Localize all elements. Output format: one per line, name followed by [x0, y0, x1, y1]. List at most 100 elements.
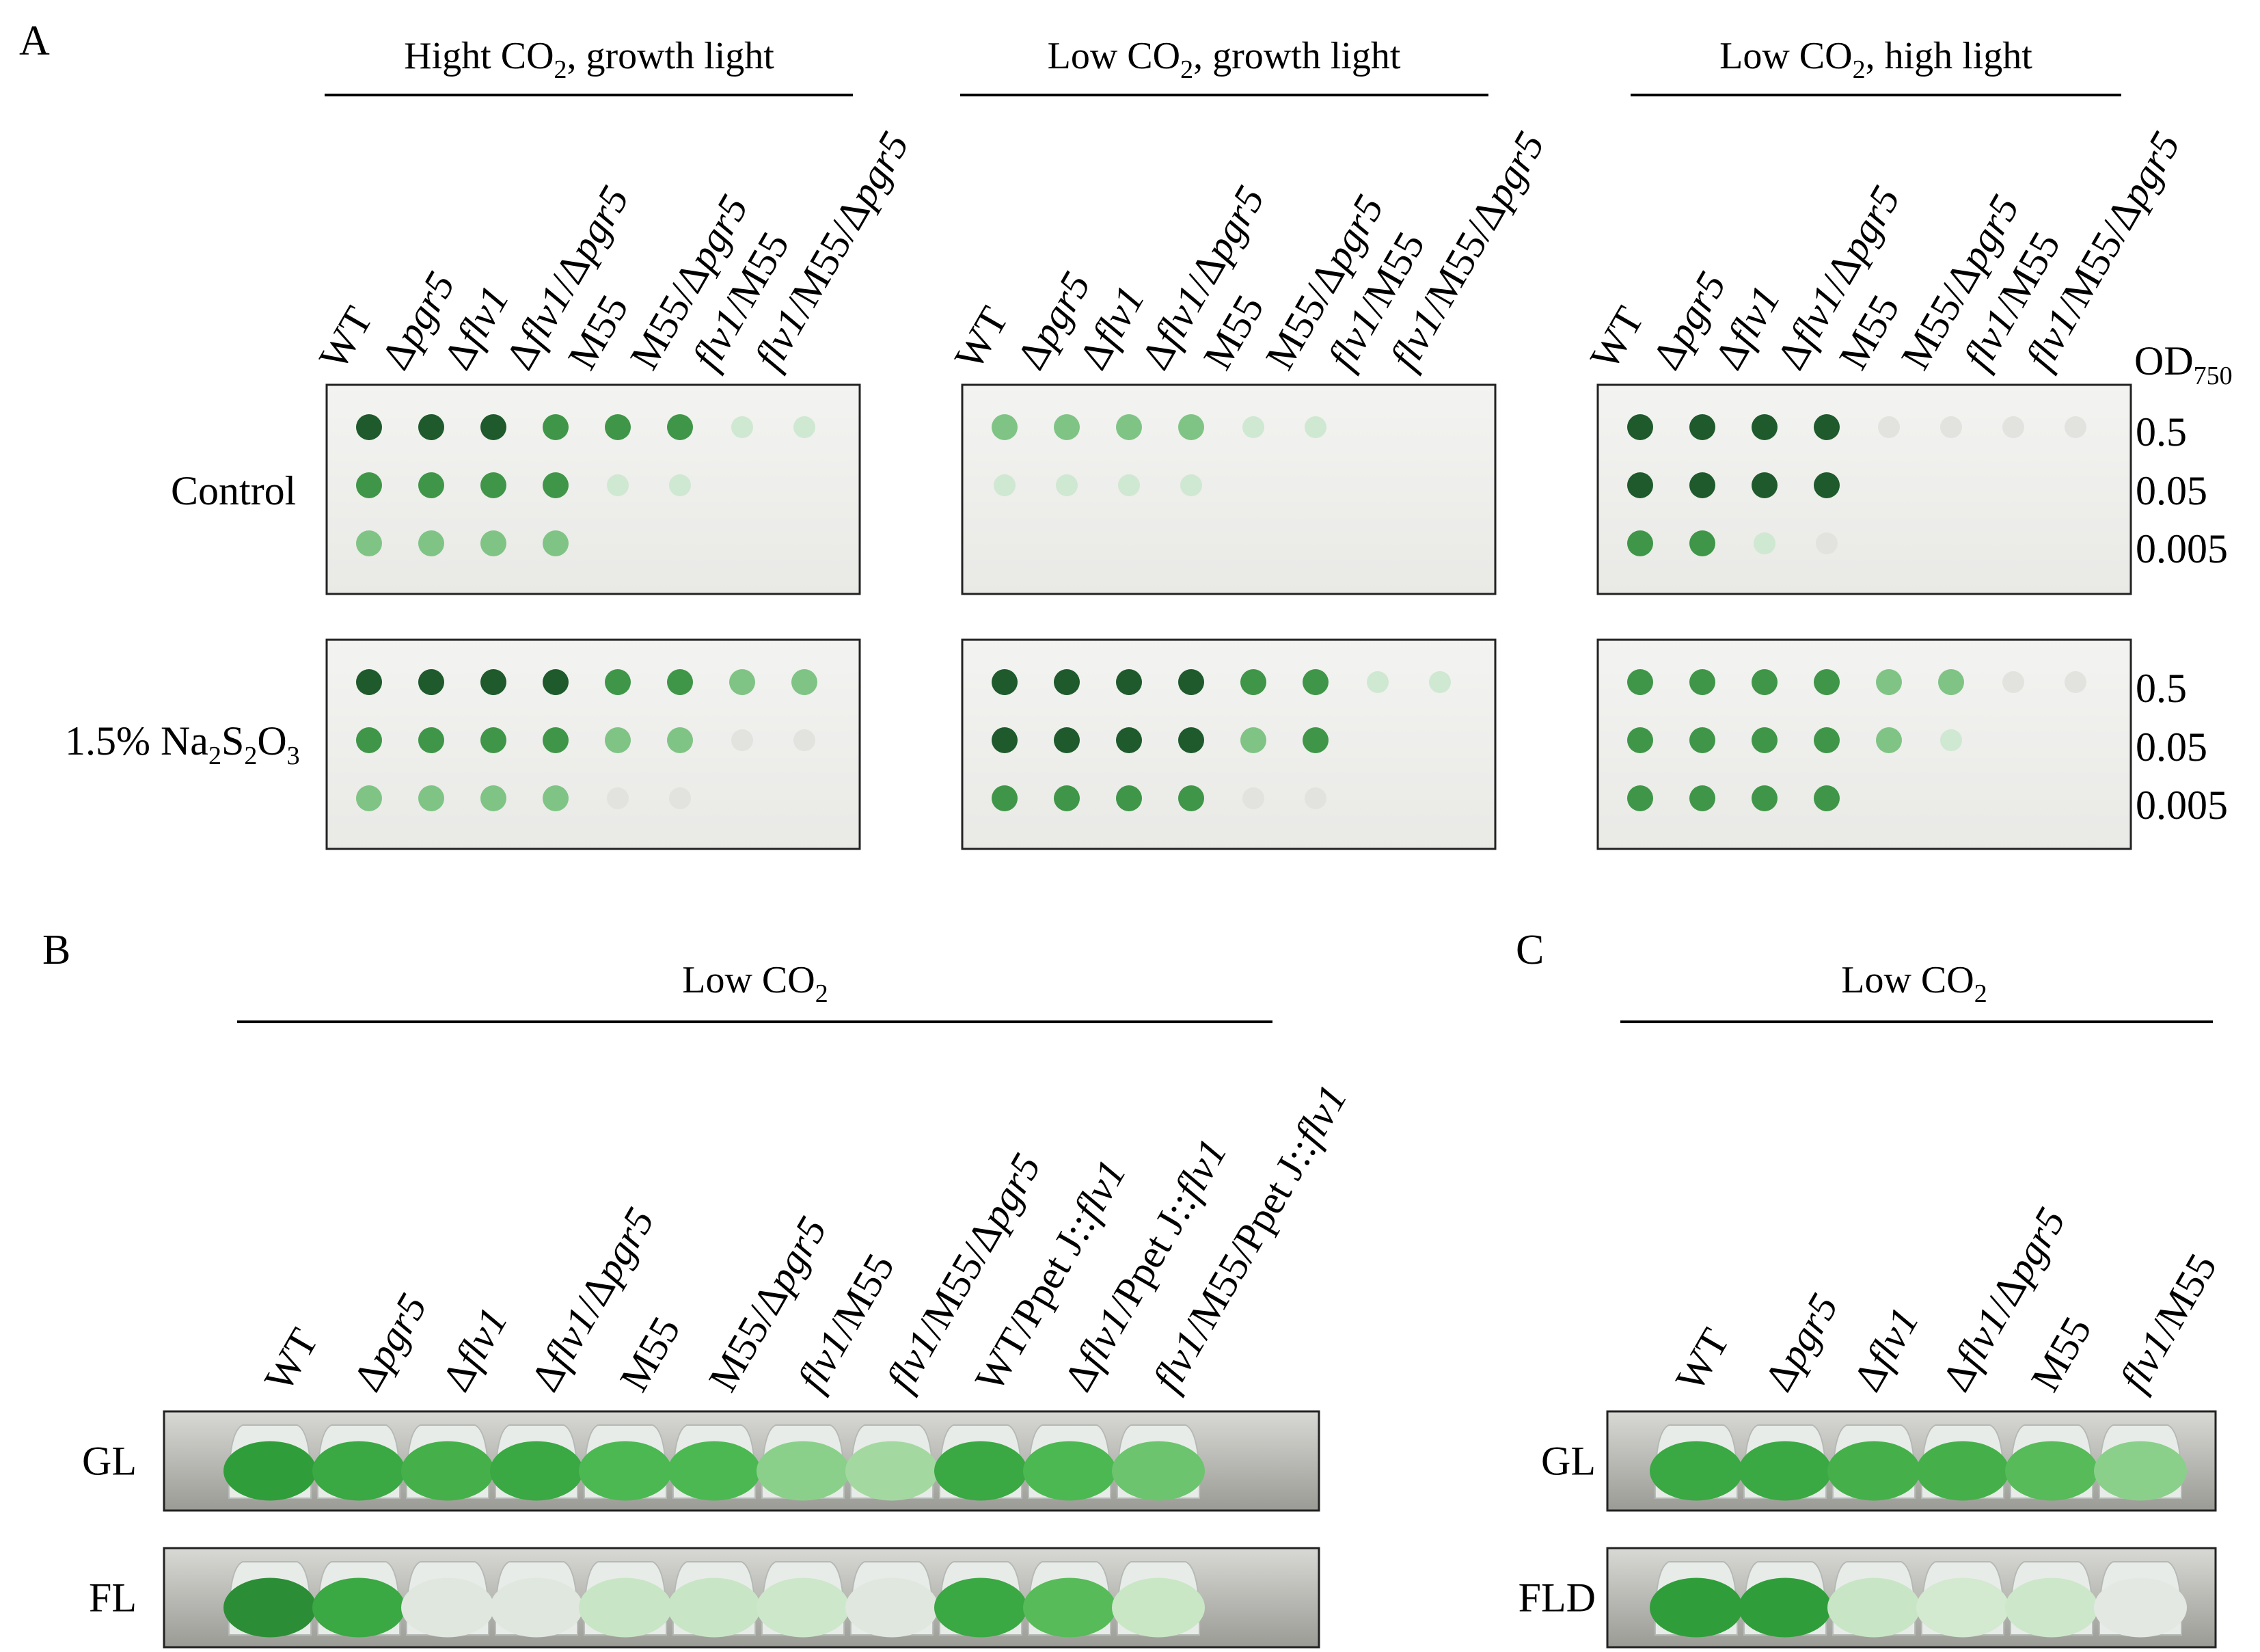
flask-culture [2005, 1577, 2098, 1638]
growth-spot-1-5 [605, 669, 631, 695]
culture-row-label: FLD [1519, 1575, 1596, 1621]
growth-spot-1-7 [1367, 671, 1389, 693]
panel-c-condition-header: Low CO2 [1841, 959, 1987, 1008]
panel-b-condition-header: Low CO2 [682, 959, 828, 1008]
od-value-2-2: 0.05 [2136, 725, 2207, 770]
culture-row-label: FL [89, 1575, 137, 1621]
growth-spot-1-7 [2002, 416, 2024, 438]
growth-spot-1-8 [793, 416, 815, 438]
growth-spot-3-1 [356, 785, 382, 811]
growth-spot-2-3 [480, 727, 506, 753]
growth-spot-1-8 [2065, 416, 2086, 438]
growth-spot-2-4 [1814, 727, 1840, 753]
growth-spot-1-3 [480, 414, 506, 440]
growth-spot-1-7 [2002, 671, 2024, 693]
growth-spot-3-6 [669, 787, 691, 809]
panel-b-letter: B [42, 927, 70, 973]
growth-spot-1-1 [1627, 669, 1653, 695]
panel-a-letter: A [19, 18, 50, 64]
growth-spot-3-1 [1627, 530, 1653, 556]
agar-plate [961, 638, 1497, 850]
growth-spot-3-4 [543, 530, 569, 556]
growth-spot-1-6 [1305, 416, 1326, 438]
plate-g1-t2 [325, 638, 861, 850]
strain-label-g3-1: WT [1581, 299, 1652, 377]
flask-culture [579, 1441, 672, 1501]
strain-label-g1-1: WT [310, 299, 381, 377]
panel-c-title: Low CO2 [1841, 959, 1987, 1008]
growth-spot-2-6 [667, 727, 693, 753]
growth-spot-2-3 [1752, 727, 1778, 753]
growth-spot-1-4 [543, 669, 569, 695]
panel-c-strain-1: WT [1667, 1321, 1738, 1399]
panel-c-strain-6: flv1/M55 [2111, 1246, 2225, 1399]
growth-spot-2-1 [356, 727, 382, 753]
culture-row-label: GL [82, 1439, 137, 1484]
panel-b-strain-5: M55 [611, 1309, 689, 1398]
flask-culture [1827, 1441, 1920, 1501]
flask-culture [1112, 1577, 1205, 1638]
condition-header-3: Low CO2, high light [1719, 35, 2032, 84]
growth-spot-1-4 [1814, 669, 1840, 695]
growth-spot-3-4 [1816, 532, 1838, 554]
treatment-thiosulfate-label: 1.5% Na2S2O3 [65, 718, 300, 770]
growth-spot-3-3 [480, 785, 506, 811]
flask-culture [1739, 1577, 1832, 1638]
growth-spot-1-1 [1627, 414, 1653, 440]
growth-spot-2-4 [1814, 472, 1840, 498]
flask-culture [223, 1441, 316, 1501]
panel-c-strain-2: Δpgr5 [1756, 1286, 1847, 1399]
panel-b-title: Low CO2 [682, 959, 828, 1008]
flask-culture [1739, 1441, 1832, 1501]
growth-spot-1-6 [667, 669, 693, 695]
flask-culture [223, 1577, 316, 1638]
panel-c-strain-5: M55 [2022, 1309, 2100, 1398]
growth-spot-3-4 [1178, 785, 1204, 811]
growth-spot-2-5 [1240, 727, 1266, 753]
agar-plate [325, 383, 861, 595]
growth-spot-1-5 [1240, 669, 1266, 695]
flask-culture [845, 1441, 938, 1501]
panel-b-strain-2: Δpgr5 [344, 1286, 435, 1399]
growth-spot-1-2 [418, 414, 444, 440]
panel-c-row-gl [1606, 1410, 2217, 1512]
flask-culture [1023, 1577, 1116, 1638]
panel-a-strain-labels: WTΔpgr5Δflv1Δflv1/Δpgr5M55M55/Δpgr5flv1/… [310, 124, 2188, 377]
culture-row-label: GL [1541, 1439, 1596, 1484]
od-value-2-1: 0.5 [2136, 666, 2187, 711]
flask-culture [401, 1577, 494, 1638]
growth-spot-2-4 [543, 727, 569, 753]
growth-spot-3-5 [1242, 787, 1264, 809]
growth-spot-2-2 [418, 727, 444, 753]
flask-culture [2005, 1441, 2098, 1501]
agar-plate [1596, 638, 2132, 850]
growth-spot-2-1 [1627, 727, 1653, 753]
growth-spot-2-3 [480, 472, 506, 498]
growth-spot-1-3 [1116, 414, 1142, 440]
panel-b-row-fl [163, 1547, 1320, 1649]
flask-culture [1916, 1441, 2009, 1501]
flask-culture [934, 1441, 1027, 1501]
flask-culture [401, 1441, 494, 1501]
growth-spot-1-6 [1940, 416, 1962, 438]
flask-culture [1650, 1441, 1743, 1501]
growth-spot-1-5 [1242, 416, 1264, 438]
panel-b-strain-1: WT [256, 1321, 327, 1399]
panel-b-strain-3: Δflv1 [433, 1300, 516, 1398]
agar-plate [325, 638, 861, 850]
od-value-1-3: 0.005 [2136, 526, 2228, 571]
od-value-1-1: 0.5 [2136, 409, 2187, 455]
flask-culture [757, 1441, 849, 1501]
panel-c-letter: C [1516, 927, 1544, 973]
panel-b-flask-photos: GL FL [82, 1410, 1320, 1649]
panel-b-row-gl [163, 1410, 1320, 1512]
growth-spot-3-5 [607, 787, 629, 809]
panel-a-od-labels: OD750 0.5 0.05 0.005 0.5 0.05 0.005 [2134, 338, 2233, 828]
growth-spot-3-6 [1305, 787, 1326, 809]
growth-spot-3-2 [1689, 530, 1715, 556]
growth-spot-2-2 [418, 472, 444, 498]
growth-spot-1-1 [992, 669, 1018, 695]
flask-culture [757, 1577, 849, 1638]
